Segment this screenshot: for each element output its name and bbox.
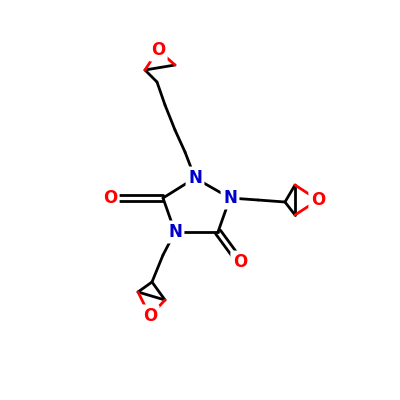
Text: O: O [103,189,117,207]
Text: O: O [151,41,165,59]
Text: O: O [143,307,157,325]
Text: N: N [223,189,237,207]
Text: N: N [168,223,182,241]
Text: N: N [188,169,202,187]
Text: O: O [311,191,325,209]
Text: O: O [233,253,247,271]
